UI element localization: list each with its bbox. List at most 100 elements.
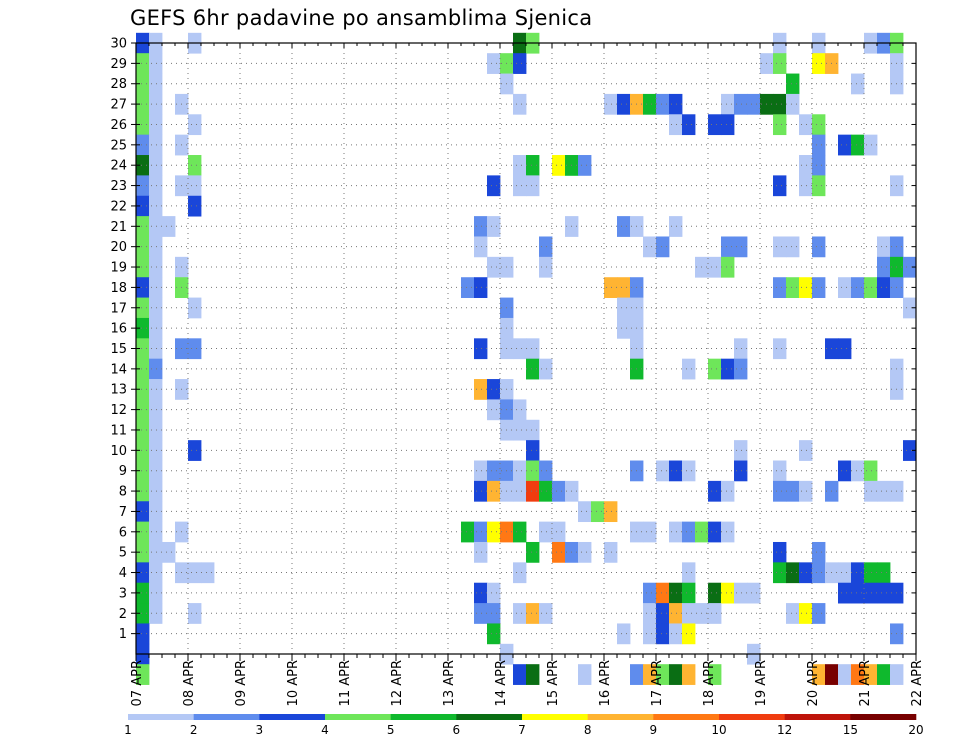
legend-swatch [128, 714, 194, 720]
color-legend: 1 2 3 4 5 6 7 8 9 10 12 15 20 [124, 714, 924, 737]
precip-cell [799, 175, 813, 197]
precip-cell [591, 501, 605, 523]
y-tick-label: 15 [110, 342, 127, 357]
precip-cell [487, 480, 501, 502]
precip-cell [851, 277, 865, 298]
precip-cell [799, 277, 813, 298]
precip-cell [682, 460, 696, 482]
precip-cell [526, 440, 540, 461]
precip-cell [682, 521, 696, 543]
precip-cell [812, 664, 826, 685]
precip-cell [682, 114, 696, 136]
x-tick-label: 11 APR [338, 660, 353, 706]
legend-swatch [456, 714, 523, 720]
precip-cell [747, 93, 761, 115]
y-tick-label: 21 [110, 220, 127, 235]
x-tick-label: 14 APR [494, 660, 509, 706]
precip-cell [188, 562, 202, 584]
precip-cell [526, 664, 540, 685]
precip-cell [864, 480, 878, 502]
precip-cell [812, 114, 826, 136]
precip-cell [136, 216, 150, 237]
precip-cell [149, 175, 163, 197]
precip-cell [149, 541, 163, 563]
precip-cell [149, 195, 163, 217]
precip-cell [136, 277, 150, 298]
precip-cell [188, 440, 202, 461]
x-tick-label: 07 APR [130, 660, 145, 706]
precip-cell [149, 338, 163, 360]
precip-cell [682, 358, 696, 380]
precip-cell [812, 277, 826, 298]
precip-cell [838, 664, 852, 685]
precip-cell [487, 399, 501, 421]
precip-cell [812, 53, 826, 74]
legend-swatch [653, 714, 720, 720]
precip-cell [526, 175, 540, 197]
precip-cell [669, 460, 683, 482]
precip-cell [643, 664, 657, 685]
precip-cell [162, 541, 176, 563]
precip-cell [474, 521, 488, 543]
precip-cell [682, 603, 696, 624]
y-tick-label: 10 [110, 444, 127, 459]
x-tick-label: 21 APR [858, 660, 873, 706]
precip-cell [643, 93, 657, 115]
legend-swatch [587, 714, 654, 720]
precip-cell [682, 664, 696, 685]
precip-cell [487, 582, 501, 604]
y-tick-label: 26 [110, 118, 127, 133]
precip-cell [877, 582, 891, 604]
precip-cell [643, 521, 657, 543]
precip-cell [617, 623, 631, 645]
precip-cell [864, 460, 878, 482]
precip-cell [812, 175, 826, 197]
precip-cell [864, 582, 878, 604]
precip-cell [136, 236, 150, 258]
precip-cell [838, 134, 852, 156]
precip-cell [838, 338, 852, 360]
precip-cell [149, 460, 163, 482]
precip-cell [812, 603, 826, 624]
y-tick-label: 4 [119, 566, 127, 581]
precip-cell [773, 53, 787, 74]
precip-cell [474, 236, 488, 258]
precip-cell [474, 480, 488, 502]
precip-cell [513, 399, 527, 421]
precip-cell [799, 603, 813, 624]
precip-cell [734, 236, 748, 258]
precip-cell [487, 603, 501, 624]
precip-cell [851, 73, 865, 95]
precip-cell [669, 582, 683, 604]
precip-cell [656, 623, 670, 645]
precip-cell [799, 114, 813, 136]
precip-cell [877, 236, 891, 258]
y-tick-label: 28 [110, 77, 127, 92]
precip-cell [513, 93, 527, 115]
precip-cell [149, 582, 163, 604]
legend-label: 5 [387, 723, 395, 737]
x-tick-label: 22 APR [910, 660, 925, 706]
precip-cell [734, 460, 748, 482]
precip-cell [526, 603, 540, 624]
precip-cell [487, 216, 501, 237]
legend-label: 6 [453, 723, 461, 737]
precip-cell [513, 155, 527, 176]
precip-cell [149, 358, 163, 380]
precip-cell [149, 521, 163, 543]
precip-cell [149, 114, 163, 136]
precip-cell [136, 541, 150, 563]
legend-swatch [259, 714, 326, 720]
precip-cell [474, 541, 488, 563]
precip-cell [669, 603, 683, 624]
y-tick-label: 9 [119, 464, 127, 479]
precip-cell [669, 521, 683, 543]
legend-label: 8 [584, 723, 592, 737]
x-tick-label: 17 APR [650, 660, 665, 706]
y-tick-label: 1 [119, 627, 127, 642]
precip-cell [877, 256, 891, 278]
precip-cell [721, 93, 735, 115]
precip-cell [487, 53, 501, 74]
precip-cell [812, 155, 826, 176]
precip-cell [526, 541, 540, 563]
